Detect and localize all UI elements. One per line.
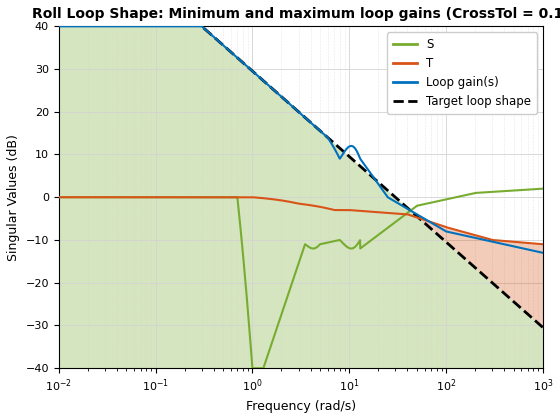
Loop gain(s)	[55, 24, 62, 29]
Loop gain(s)	[241, 61, 248, 66]
S	[110, 195, 117, 200]
T	[478, 234, 484, 239]
Loop gain(s)	[262, 80, 269, 85]
T	[139, 195, 146, 200]
T	[55, 195, 62, 200]
T	[262, 196, 269, 201]
Target loop shape	[539, 325, 546, 330]
S	[539, 186, 546, 191]
Loop gain(s)	[478, 236, 484, 241]
S	[139, 195, 146, 200]
Y-axis label: Singular Values (dB): Singular Values (dB)	[7, 134, 20, 261]
X-axis label: Frequency (rad/s): Frequency (rad/s)	[246, 400, 356, 413]
Loop gain(s)	[539, 250, 546, 255]
Line: Loop gain(s): Loop gain(s)	[59, 26, 543, 253]
Target loop shape	[530, 316, 536, 321]
S	[55, 195, 62, 200]
T	[241, 195, 248, 200]
Target loop shape	[478, 270, 484, 276]
Loop gain(s)	[110, 24, 117, 29]
S	[262, 360, 269, 365]
Line: T: T	[59, 197, 543, 244]
Line: Target loop shape: Target loop shape	[59, 0, 543, 328]
T	[110, 195, 117, 200]
Target loop shape	[262, 80, 269, 85]
Legend: S, T, Loop gain(s), Target loop shape: S, T, Loop gain(s), Target loop shape	[387, 32, 537, 114]
Title: Roll Loop Shape: Minimum and maximum loop gains (CrossTol = 0.1): Roll Loop Shape: Minimum and maximum loo…	[32, 7, 560, 21]
Line: S: S	[59, 189, 543, 368]
T	[539, 242, 546, 247]
Target loop shape	[241, 61, 248, 66]
S	[249, 366, 256, 371]
Loop gain(s)	[139, 24, 146, 29]
S	[530, 187, 537, 192]
Loop gain(s)	[530, 248, 536, 253]
S	[241, 267, 248, 272]
S	[478, 190, 484, 195]
T	[530, 241, 536, 246]
